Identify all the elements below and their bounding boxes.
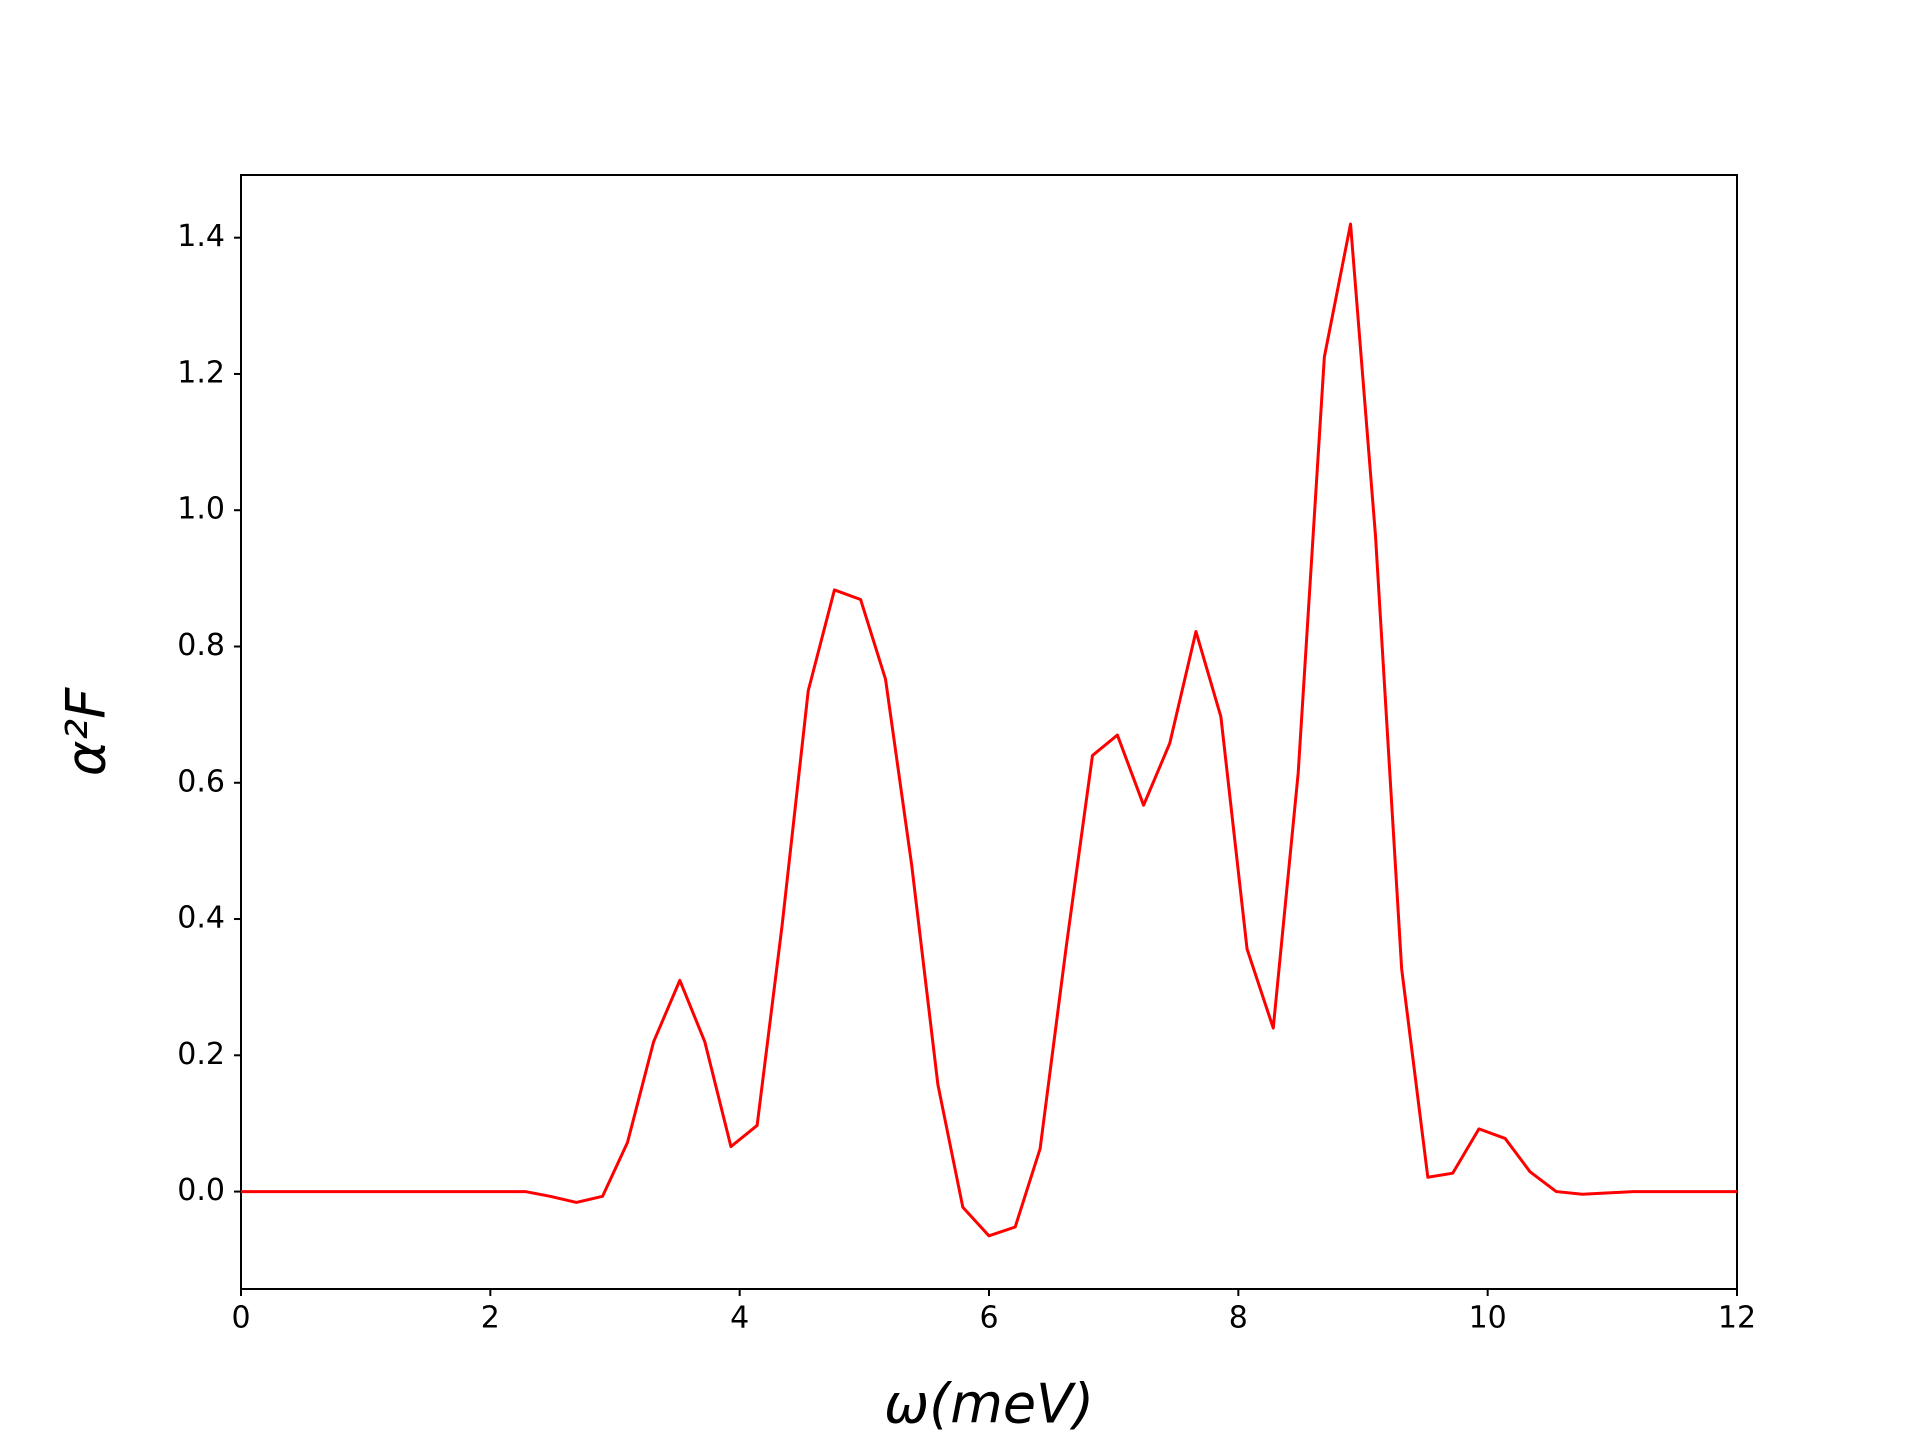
x-tick-label: 12 xyxy=(1718,1301,1756,1336)
x-tick-label: 6 xyxy=(979,1301,998,1336)
y-tick-label: 0.2 xyxy=(177,1037,225,1072)
x-axis-label: ω(meV) xyxy=(884,1373,1094,1436)
x-tick-label: 8 xyxy=(1229,1301,1248,1336)
y-axis-label: α²F xyxy=(55,687,118,776)
y-tick-label: 0.4 xyxy=(177,901,225,936)
y-tick-label: 1.4 xyxy=(177,219,225,254)
y-tick-label: 1.0 xyxy=(177,492,225,527)
y-tick-label: 0.8 xyxy=(177,628,225,663)
y-tick-label: 0.0 xyxy=(177,1173,225,1208)
x-tick-label: 2 xyxy=(481,1301,500,1336)
x-tick-label: 4 xyxy=(730,1301,749,1336)
plot-frame xyxy=(240,174,1738,1290)
y-tick-label: 0.6 xyxy=(177,764,225,799)
y-tick-label: 1.2 xyxy=(177,355,225,390)
x-tick-label: 0 xyxy=(231,1301,250,1336)
data-line xyxy=(241,222,1737,1238)
x-tick-label: 10 xyxy=(1469,1301,1507,1336)
